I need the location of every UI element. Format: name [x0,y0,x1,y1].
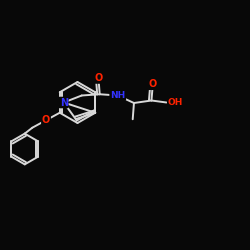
Text: O: O [148,79,157,89]
Text: O: O [42,115,50,125]
Text: O: O [94,73,102,83]
Text: OH: OH [168,98,183,107]
Text: N: N [60,98,68,108]
Text: NH: NH [110,91,125,100]
